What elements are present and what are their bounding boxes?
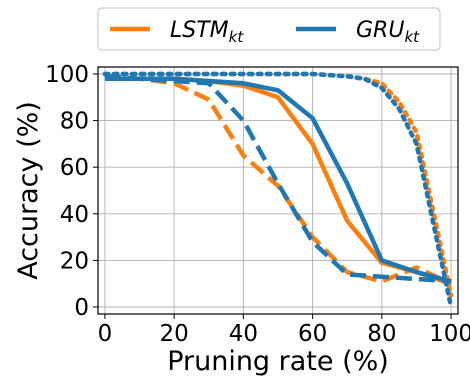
x-tick-label: 100 xyxy=(429,321,470,347)
y-tick-label: 40 xyxy=(60,202,89,228)
x-tick-label: 80 xyxy=(367,321,396,347)
y-tick-label: 80 xyxy=(60,109,89,135)
legend: LSTMkt GRUkt xyxy=(98,8,440,50)
x-tick-label: 40 xyxy=(229,321,258,347)
x-tick-label: 20 xyxy=(160,321,189,347)
legend-lstm-subscript: kt xyxy=(229,28,245,46)
y-tick-label: 0 xyxy=(74,295,89,321)
x-tick-label: 0 xyxy=(98,321,113,347)
y-tick-label: 20 xyxy=(60,248,89,274)
y-tick-label: 60 xyxy=(60,155,89,181)
y-axis-label: Accuracy (%) xyxy=(13,101,44,280)
x-axis-label: Pruning rate (%) xyxy=(167,346,389,376)
legend-lstm-base: LSTM xyxy=(170,18,229,43)
x-tick-label: 60 xyxy=(298,321,327,347)
legend-gru-base: GRU xyxy=(356,18,404,43)
legend-gru-subscript: kt xyxy=(404,28,420,46)
y-tick-label: 100 xyxy=(45,62,89,88)
